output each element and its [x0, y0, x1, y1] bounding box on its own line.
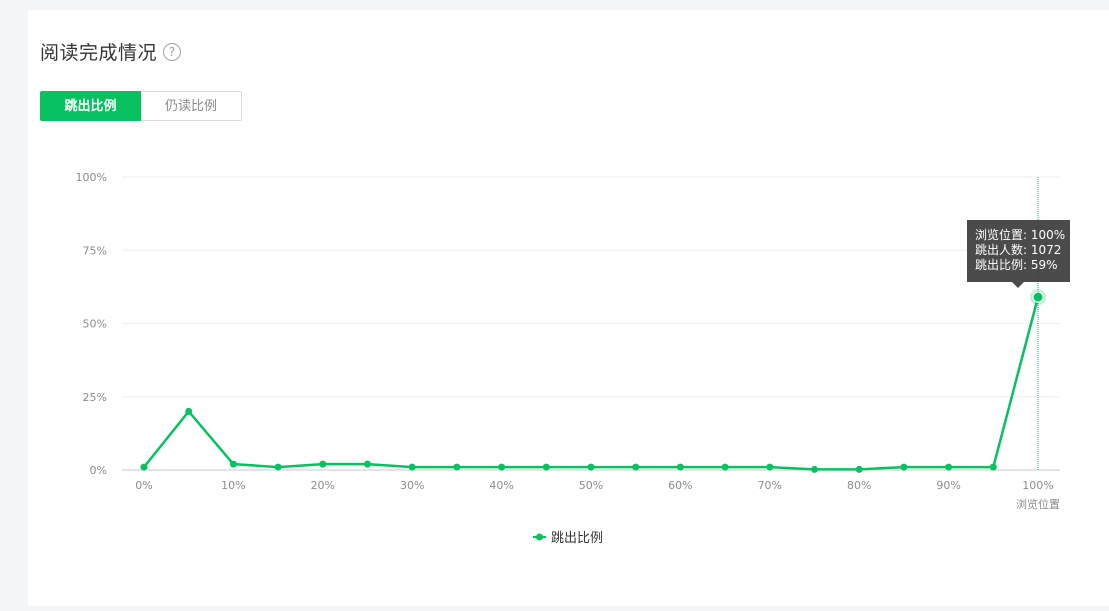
y-tick-label: 75% [83, 244, 107, 257]
tab-bounce-ratio[interactable]: 跳出比例 [40, 91, 141, 121]
data-point [811, 465, 818, 473]
data-point [1032, 291, 1044, 303]
data-point [945, 463, 953, 471]
y-tick-label: 50% [83, 318, 107, 331]
x-tick-label: 60% [668, 479, 692, 492]
page-title: 阅读完成情况 [40, 42, 158, 64]
series-line [143, 296, 1040, 471]
chart-tooltip: 浏览位置: 100% 跳出人数: 1072 跳出比例: 59% [967, 220, 1070, 288]
x-tick-label: 90% [936, 479, 960, 492]
x-tick-label: 70% [758, 479, 782, 492]
data-point [408, 463, 416, 471]
data-point [766, 463, 774, 471]
x-tick-label: 40% [489, 479, 513, 492]
tooltip-ratio: 跳出比例: 59% [975, 258, 1058, 272]
data-point [721, 463, 729, 471]
y-tick-label: 0% [90, 464, 107, 477]
data-point [229, 460, 237, 468]
data-point [453, 463, 461, 471]
data-point [140, 463, 148, 471]
data-point [319, 460, 327, 468]
data-point [274, 463, 282, 471]
x-tick-label: 10% [221, 479, 245, 492]
data-point [364, 460, 371, 468]
x-axis-label: 浏览位置 [1016, 497, 1060, 511]
data-point [542, 463, 550, 471]
data-point [855, 465, 863, 473]
tab-group: 跳出比例 仍读比例 [40, 91, 242, 121]
x-tick-label: 20% [311, 479, 335, 492]
data-point [676, 463, 684, 471]
tab-continue-ratio[interactable]: 仍读比例 [141, 91, 242, 121]
legend-label: 跳出比例 [551, 531, 603, 546]
tooltip-position: 浏览位置: 100% [975, 228, 1066, 242]
x-tick-label: 30% [400, 479, 424, 492]
data-point [632, 463, 640, 471]
x-tick-label: 100% [1022, 479, 1053, 492]
data-point [185, 407, 193, 415]
data-point [587, 463, 595, 471]
data-point [900, 463, 908, 471]
x-tick-label: 0% [135, 479, 152, 492]
x-tick-label: 80% [847, 479, 871, 492]
y-tick-label: 100% [76, 171, 107, 184]
tooltip-count: 跳出人数: 1072 [975, 243, 1062, 257]
data-point [989, 463, 997, 471]
title-row: 阅读完成情况 ? [40, 38, 182, 65]
x-tick-label: 50% [579, 479, 603, 492]
help-icon[interactable]: ? [163, 42, 182, 61]
data-point [498, 463, 506, 471]
legend-marker [536, 533, 543, 541]
y-tick-label: 25% [83, 391, 107, 404]
